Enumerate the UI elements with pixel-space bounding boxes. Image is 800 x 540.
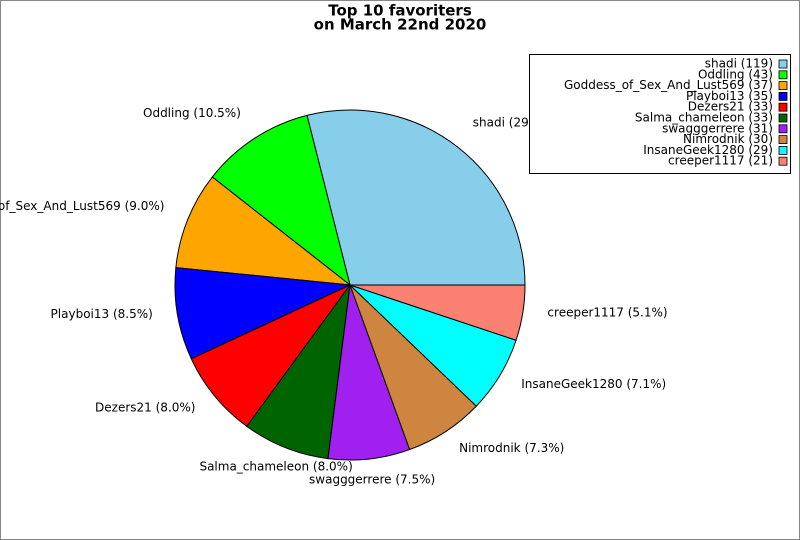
slice-label: Goddess_of_Sex_And_Lust569 (9.0%) <box>0 199 164 213</box>
slice <box>306 109 526 286</box>
slice <box>175 176 352 286</box>
slice-label: Nimrodnik (7.3%) <box>459 441 564 455</box>
legend-swatch <box>778 102 788 112</box>
legend-swatch <box>778 156 788 166</box>
chart-title: Top 10 favoriters <box>328 2 472 20</box>
legend-swatch <box>778 135 788 145</box>
pie <box>174 109 526 461</box>
slice <box>246 284 351 460</box>
legend-label: creeper1117 (21) <box>668 154 773 168</box>
legend-swatch <box>778 92 788 101</box>
legend-box <box>529 54 791 174</box>
legend-swatch <box>778 113 788 123</box>
slice-labels: shadi (29.0%)Oddling (10.5%)Goddess_of_S… <box>0 106 668 486</box>
legend-swatch <box>778 145 788 155</box>
legend-label: swagggerrere (31) <box>662 121 773 135</box>
legend-swatch <box>778 70 788 80</box>
slice-label: swagggerrere (7.5%) <box>309 472 435 486</box>
legend-label: Dezers21 (33) <box>688 100 773 114</box>
legend-label: Playboi13 (35) <box>686 89 773 103</box>
slice <box>349 284 526 341</box>
legend-swatch <box>778 81 788 90</box>
legend-swatch <box>778 59 788 69</box>
slice <box>190 284 351 428</box>
slice-label: creeper1117 (5.1%) <box>547 305 667 319</box>
legend: shadi (119)Oddling (43)Goddess_of_Sex_An… <box>529 54 791 174</box>
slice-label: Dezers21 (8.0%) <box>95 400 195 414</box>
legend-swatch <box>778 124 788 134</box>
slice <box>174 267 352 360</box>
slice-label: Salma_chameleon (8.0%) <box>199 459 352 473</box>
legend-label: InsaneGeek1280 (29) <box>643 143 773 157</box>
legend-label: Nimrodnik (30) <box>683 132 773 146</box>
slice-label: InsaneGeek1280 (7.1%) <box>521 377 666 391</box>
slice-label: Playboi13 (8.5%) <box>51 307 153 321</box>
legend-label: Goddess_of_Sex_And_Lust569 (37) <box>564 78 773 92</box>
slice-label: Oddling (10.5%) <box>143 106 241 120</box>
legend-label: Salma_chameleon (33) <box>635 111 773 125</box>
slice <box>211 114 351 287</box>
legend-label: Oddling (43) <box>698 67 773 81</box>
legend-label: shadi (119) <box>705 57 773 71</box>
chart-title: on March 22nd 2020 <box>314 16 487 34</box>
